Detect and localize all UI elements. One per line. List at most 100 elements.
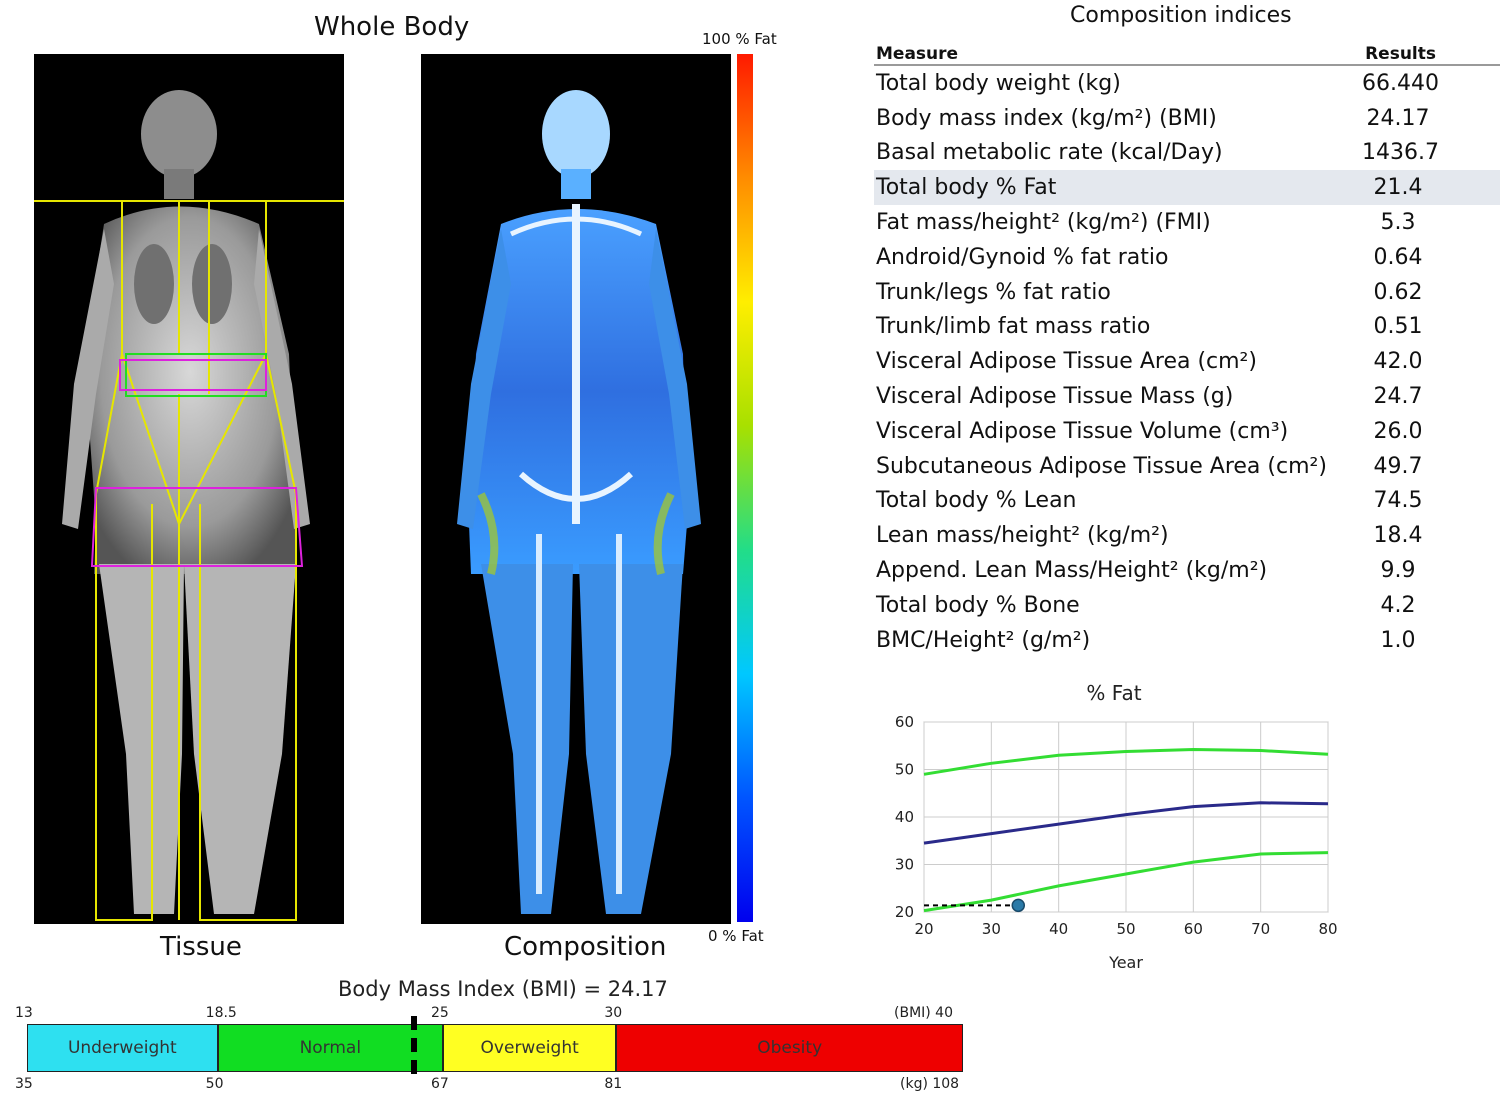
measure-column-header: Measure	[876, 44, 959, 64]
result-cell: 9.9	[1380, 558, 1416, 584]
table-row: Append. Lean Mass/Height² (kg/m²) 9.9	[874, 553, 1500, 588]
bmi-top-tick: 13	[15, 1005, 33, 1021]
x-tick-label: 30	[982, 920, 1001, 938]
measure-cell: Subcutaneous Adipose Tissue Area (cm²)	[876, 453, 1327, 479]
composition-scan-image	[421, 54, 731, 924]
y-tick-label: 40	[895, 808, 914, 826]
x-tick-label: 80	[1318, 920, 1337, 938]
fat-scale-top-label: 100 % Fat	[702, 30, 777, 48]
result-cell: 42.0	[1373, 349, 1423, 375]
measure-cell: Total body weight (kg)	[876, 70, 1121, 96]
current-value-marker	[1011, 898, 1026, 913]
measure-cell: Total body % Fat	[876, 175, 1057, 201]
result-cell: 0.62	[1373, 279, 1423, 305]
x-tick-label: 40	[1049, 920, 1068, 938]
y-tick-label: 60	[895, 713, 914, 731]
y-tick-label: 20	[895, 903, 914, 921]
composition-caption: Composition	[504, 932, 667, 962]
table-row: Total body % Fat 21.4	[874, 170, 1500, 206]
results-column-header: Results	[1365, 44, 1436, 64]
table-header: Measure Results	[874, 40, 1500, 66]
measure-cell: Visceral Adipose Tissue Mass (g)	[876, 384, 1234, 410]
bmi-segment-normal: Normal	[217, 1024, 443, 1072]
result-cell: 49.7	[1373, 453, 1423, 479]
measure-cell: Android/Gynoid % fat ratio	[876, 244, 1169, 270]
result-cell: 1436.7	[1362, 140, 1439, 166]
table-row: BMC/Height² (g/m²) 1.0	[874, 623, 1500, 658]
table-row: Basal metabolic rate (kcal/Day) 1436.7	[874, 136, 1500, 171]
table-row: Trunk/legs % fat ratio 0.62	[874, 275, 1500, 310]
measure-cell: Trunk/legs % fat ratio	[876, 279, 1111, 305]
result-cell: 24.7	[1373, 384, 1423, 410]
bmi-bottom-end-label: (kg) 108	[900, 1076, 960, 1092]
x-tick-label: 60	[1184, 920, 1203, 938]
fat-trend-svg: % Fat 20 30 40 50 60 70 80 20 30 40 50 60 Year	[895, 681, 1338, 972]
composition-indices-table: Measure Results Total body weight (kg) 66…	[874, 40, 1500, 658]
composition-indices-title: Composition indices	[1070, 3, 1292, 28]
tissue-caption: Tissue	[160, 932, 242, 962]
measure-cell: Visceral Adipose Tissue Area (cm²)	[876, 349, 1257, 375]
bmi-bottom-tick: 67	[431, 1076, 449, 1092]
result-cell: 66.440	[1362, 70, 1439, 96]
bmi-top-tick: 18.5	[205, 1005, 237, 1021]
table-row: Visceral Adipose Tissue Mass (g) 24.7	[874, 379, 1500, 414]
measure-cell: Trunk/limb fat mass ratio	[876, 314, 1151, 340]
fat-scale-bottom-label: 0 % Fat	[708, 927, 764, 945]
bmi-top-tick: 30	[604, 1005, 623, 1021]
series-line-0	[923, 747, 1329, 776]
table-row: Android/Gynoid % fat ratio 0.64	[874, 240, 1500, 275]
bmi-bottom-tick: 35	[15, 1076, 33, 1092]
x-tick-label: 20	[914, 920, 933, 938]
bmi-segment-overweight: Overweight	[443, 1024, 617, 1072]
result-cell: 0.51	[1373, 314, 1423, 340]
tissue-body-silhouette	[34, 90, 344, 921]
bmi-top-end-label: (BMI) 40	[894, 1005, 954, 1021]
result-cell: 0.64	[1373, 244, 1423, 270]
series-line-1	[923, 801, 1329, 845]
table-row: Total body weight (kg) 66.440	[874, 66, 1500, 101]
bmi-title: Body Mass Index (BMI) = 24.17	[338, 977, 668, 1001]
bmi-bottom-tick: 81	[604, 1076, 623, 1092]
result-cell: 26.0	[1373, 418, 1423, 444]
measure-cell: Basal metabolic rate (kcal/Day)	[876, 140, 1223, 166]
result-cell: 4.2	[1380, 592, 1416, 618]
composition-body-silhouette	[457, 90, 701, 914]
table-row: Body mass index (kg/m²) (BMI) 24.17	[874, 101, 1500, 136]
bmi-value-marker	[411, 1016, 418, 1080]
x-tick-label: 70	[1251, 920, 1270, 938]
table-row: Subcutaneous Adipose Tissue Area (cm²) 49…	[874, 449, 1500, 484]
measure-cell: Lean mass/height² (kg/m²)	[876, 523, 1169, 549]
result-cell: 24.17	[1366, 105, 1430, 131]
result-cell: 74.5	[1373, 488, 1423, 514]
table-row: Lean mass/height² (kg/m²) 18.4	[874, 518, 1500, 553]
x-axis-label: Year	[1108, 953, 1143, 972]
result-cell: 5.3	[1380, 210, 1416, 236]
y-tick-label: 50	[895, 761, 914, 779]
measure-cell: Append. Lean Mass/Height² (kg/m²)	[876, 558, 1268, 584]
table-row: Total body % Bone 4.2	[874, 588, 1500, 623]
table-row: Visceral Adipose Tissue Volume (cm³) 26.0	[874, 414, 1500, 449]
chart-title: % Fat	[1086, 681, 1141, 705]
table-row: Total body % Lean 74.5	[874, 484, 1500, 519]
bmi-bottom-tick: 50	[205, 1076, 224, 1092]
bmi-segment-obesity: Obesity	[616, 1024, 963, 1072]
table-row: Trunk/limb fat mass ratio 0.51	[874, 310, 1500, 345]
y-tick-label: 30	[895, 856, 914, 874]
result-cell: 1.0	[1380, 627, 1416, 653]
bmi-top-tick: 25	[431, 1005, 449, 1021]
table-body: Total body weight (kg) 66.440 Body mass in…	[874, 66, 1500, 658]
series-line-2	[923, 851, 1329, 913]
measure-cell: Total body % Bone	[876, 592, 1080, 618]
fat-trend-chart: % Fat 20 30 40 50 60 70 80 20 30 40 50 60 Year	[874, 676, 1354, 976]
measure-cell: Total body % Lean	[876, 488, 1077, 514]
bmi-segment-underweight: Underweight	[27, 1024, 218, 1072]
whole-body-title: Whole Body	[314, 12, 470, 42]
tissue-scan-image	[34, 54, 344, 924]
table-row: Visceral Adipose Tissue Area (cm²) 42.0	[874, 344, 1500, 379]
table-row: Fat mass/height² (kg/m²) (FMI) 5.3	[874, 205, 1500, 240]
fat-color-scale	[737, 54, 753, 922]
measure-cell: Fat mass/height² (kg/m²) (FMI)	[876, 210, 1211, 236]
measure-cell: BMC/Height² (g/m²)	[876, 627, 1091, 653]
x-tick-label: 50	[1116, 920, 1135, 938]
result-cell: 21.4	[1373, 175, 1423, 201]
